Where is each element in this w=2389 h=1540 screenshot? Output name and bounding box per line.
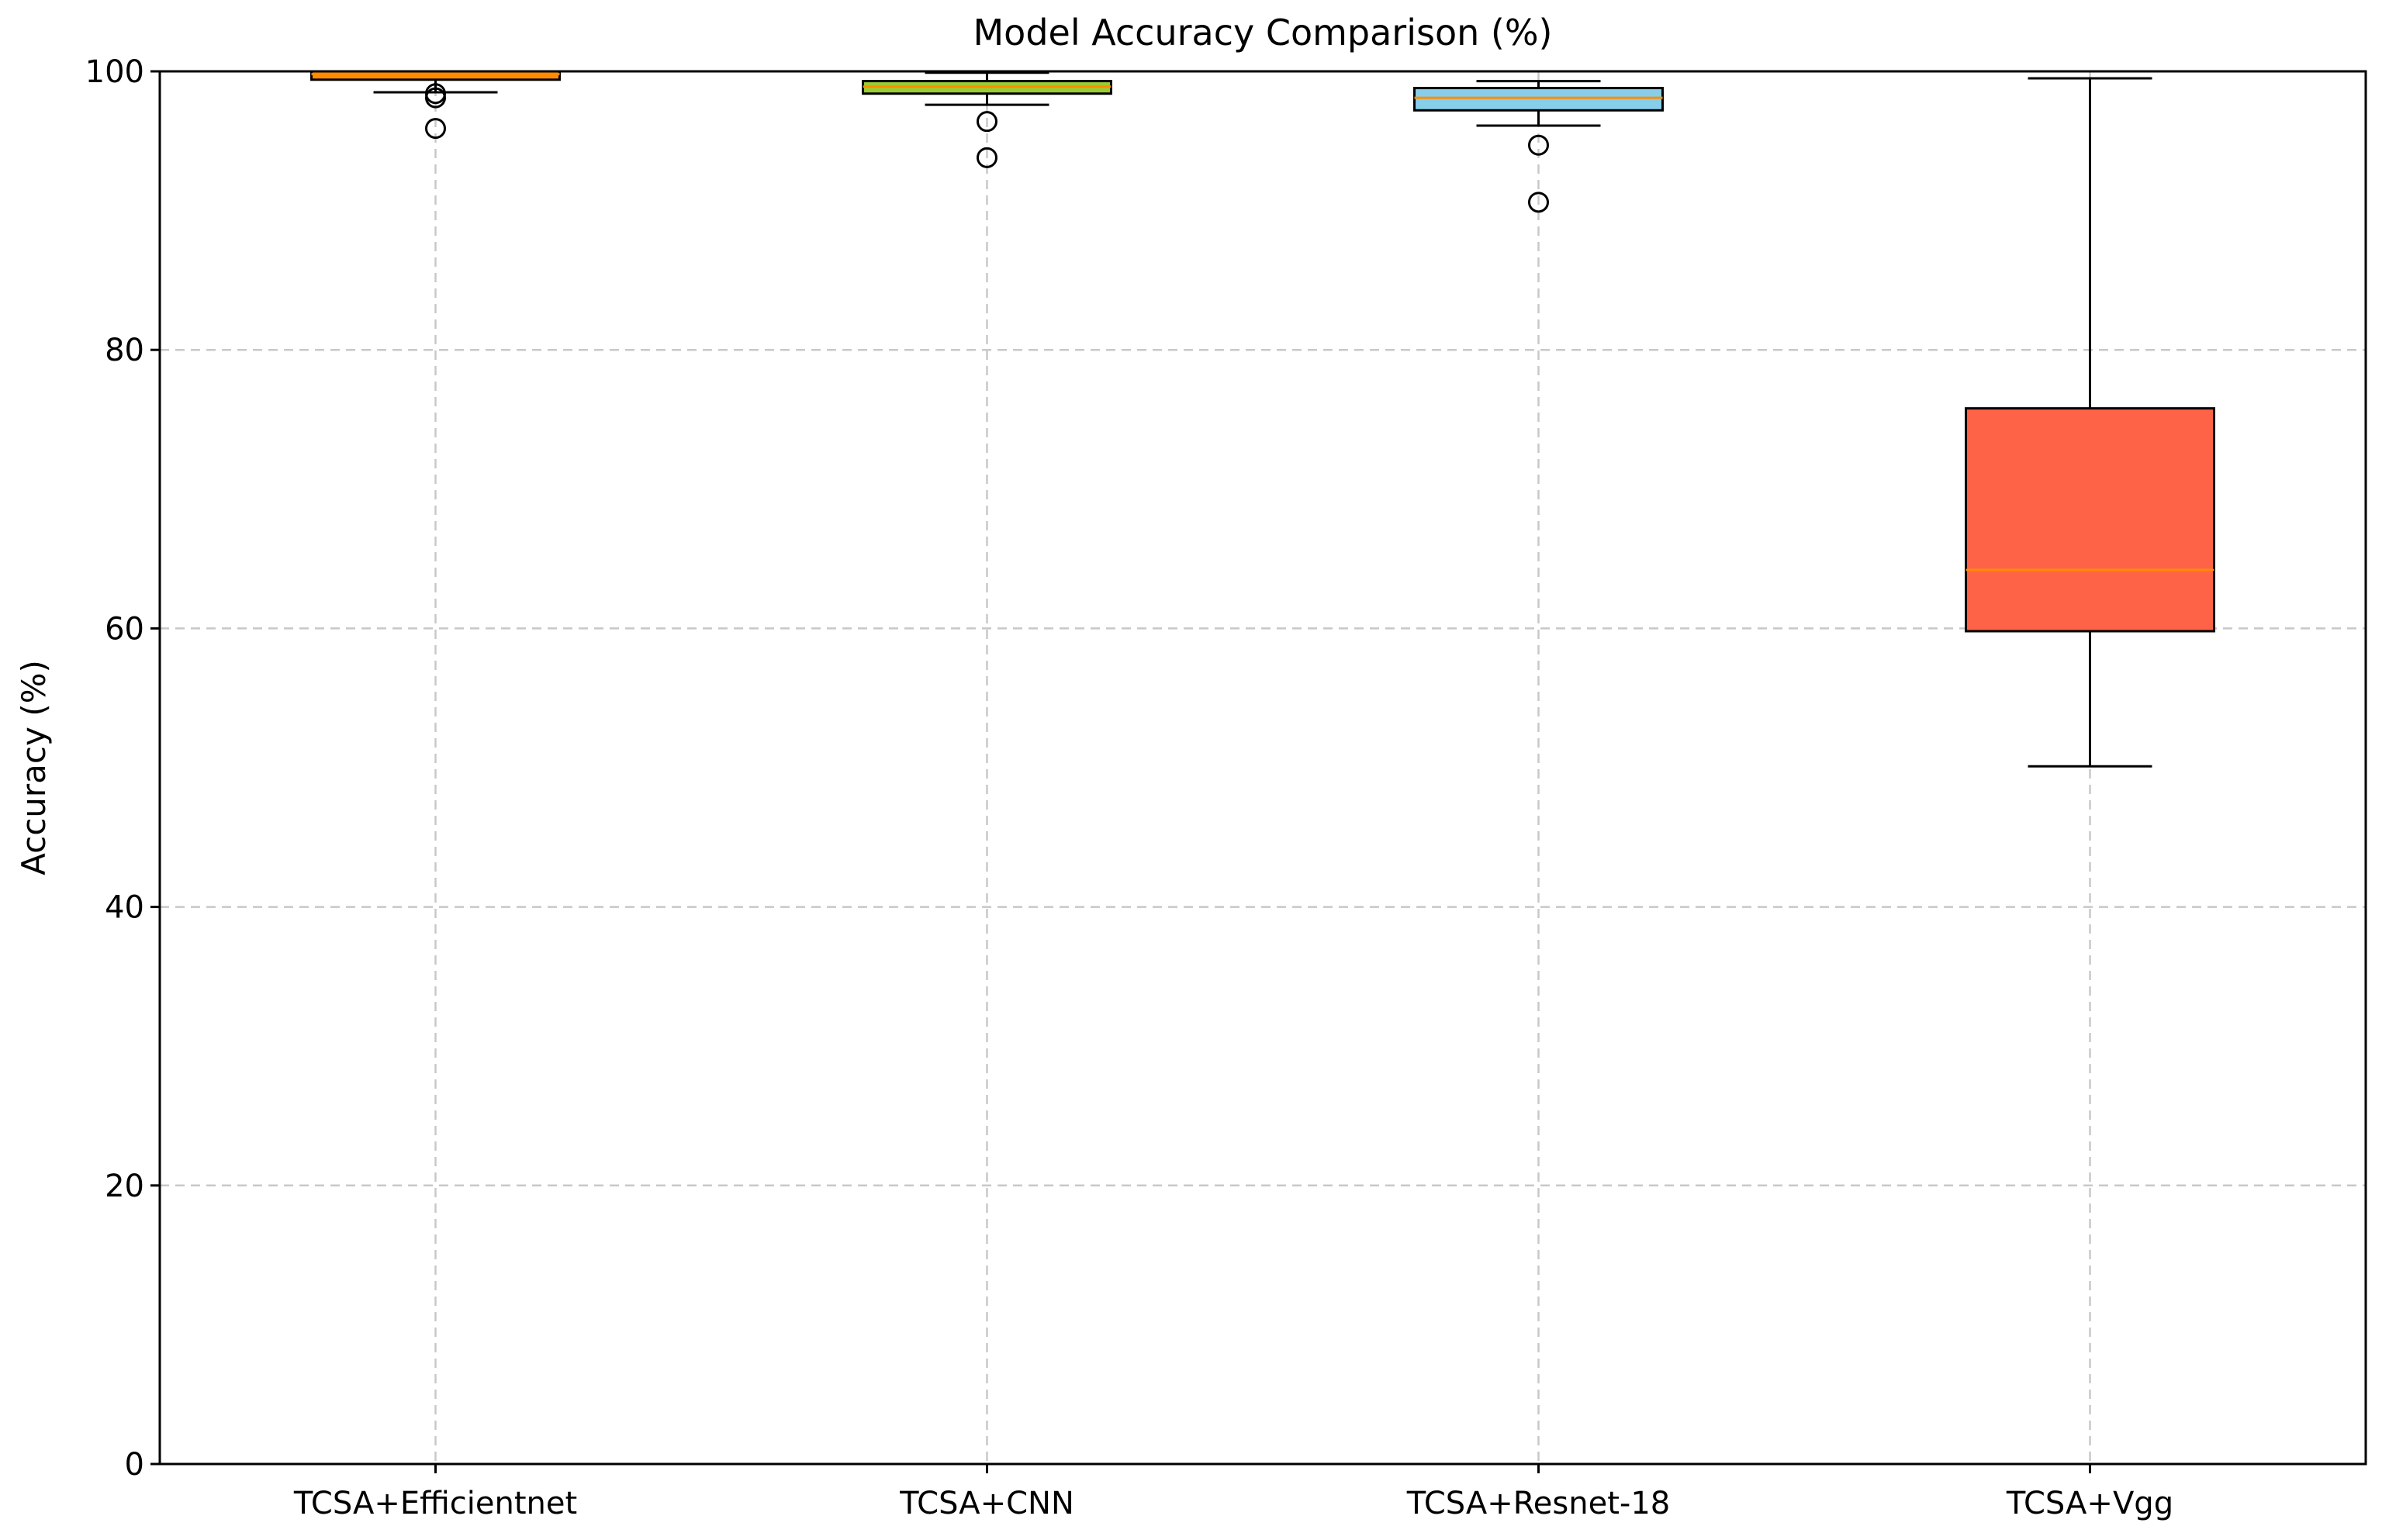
box-group xyxy=(1965,77,2215,768)
y-axis-label: Accuracy (%) xyxy=(15,660,53,875)
y-tick-label: 100 xyxy=(85,54,144,90)
box-group xyxy=(1413,80,1664,213)
outlier-point xyxy=(425,87,446,109)
x-tick-label: TCSA+Resnet-18 xyxy=(1406,1486,1670,1521)
outlier-point xyxy=(1528,192,1549,213)
outlier-point xyxy=(1528,134,1549,156)
y-tick-label: 40 xyxy=(105,890,144,926)
box-series xyxy=(310,70,2215,768)
x-tick-label: TCSA+Vgg xyxy=(2006,1486,2173,1521)
y-tick-label: 60 xyxy=(105,611,144,647)
box-iqr xyxy=(1413,87,1664,112)
grid-lines xyxy=(160,71,2366,1464)
outlier-point xyxy=(977,147,997,168)
y-tick-label: 80 xyxy=(105,333,144,368)
box-iqr xyxy=(310,70,561,81)
outlier-point xyxy=(425,118,446,140)
y-tick-label: 0 xyxy=(125,1447,144,1483)
plot-area-frame xyxy=(158,70,2367,1466)
axis-ticks: 0 20 40 60 80 100 TCSA+Efficientnet TCSA+CNN TCS… xyxy=(85,54,2173,1521)
x-tick-label: TCSA+CNN xyxy=(899,1486,1074,1521)
box-iqr xyxy=(1965,407,2215,633)
y-tick-label: 20 xyxy=(105,1169,144,1204)
outlier-point xyxy=(977,111,997,133)
x-tick-label: TCSA+Efficientnet xyxy=(293,1486,577,1521)
box-group xyxy=(862,71,1112,168)
chart-title: Model Accuracy Comparison (%) xyxy=(973,12,1552,54)
